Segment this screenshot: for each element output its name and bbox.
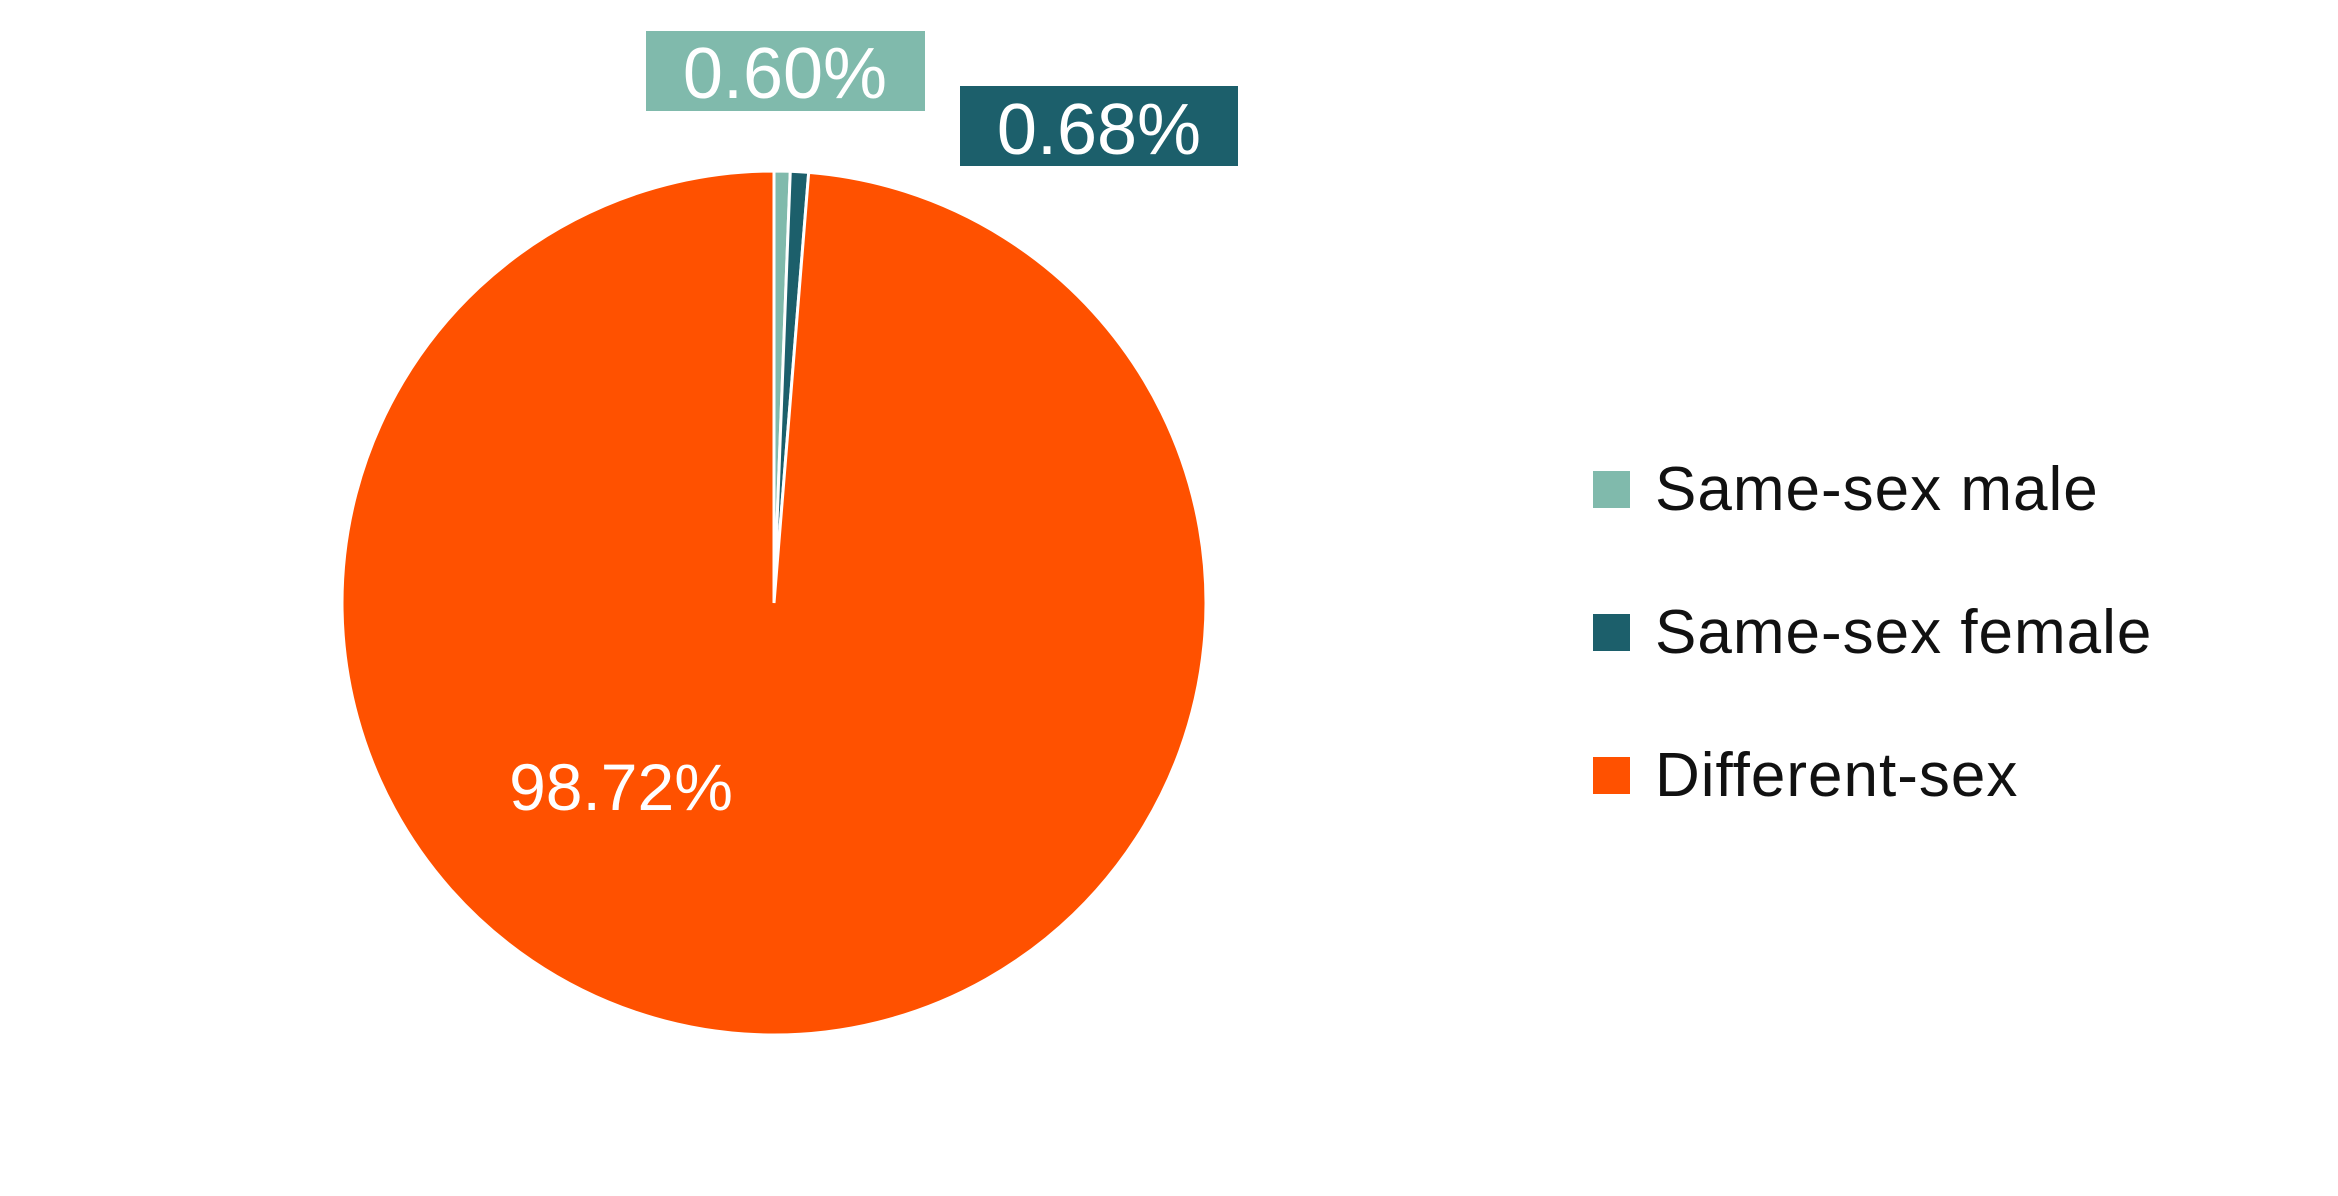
legend-swatch: [1593, 614, 1630, 651]
legend: Same-sex male Same-sex female Different-…: [1593, 418, 2152, 847]
data-label-box: [960, 86, 1238, 166]
legend-label: Different-sex: [1655, 741, 2019, 810]
data-label: 0.68%: [997, 90, 1201, 170]
legend-item-same-sex-female: Same-sex female: [1593, 561, 2152, 704]
data-label: 0.60%: [683, 34, 887, 114]
legend-item-same-sex-male: Same-sex male: [1593, 418, 2152, 561]
data-label: 98.72%: [509, 750, 733, 824]
legend-swatch: [1593, 471, 1630, 508]
data-label-box: [646, 31, 925, 111]
legend-label: Same-sex male: [1655, 455, 2099, 524]
legend-label: Same-sex female: [1655, 598, 2153, 667]
legend-swatch: [1593, 757, 1630, 794]
pie-slice-different-sex: [340, 169, 1208, 1037]
legend-item-different-sex: Different-sex: [1593, 704, 2152, 847]
